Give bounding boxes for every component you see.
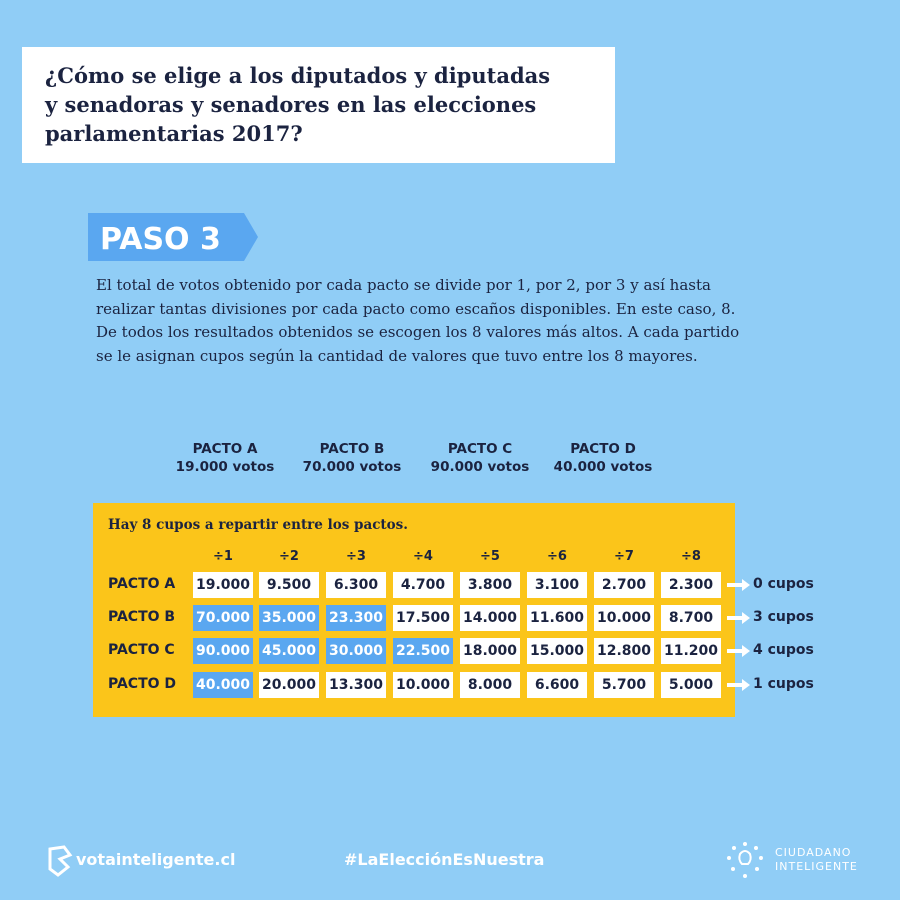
- title-line: ¿Cómo se elige a los diputados y diputad…: [45, 63, 551, 88]
- result-arrow: [727, 612, 750, 624]
- table-cell: 18.000: [460, 638, 520, 664]
- row-result: 1 cupos: [753, 676, 814, 692]
- title-line: y senadoras y senadores en las eleccione…: [45, 92, 537, 117]
- brand-logo: [727, 842, 763, 878]
- pact-name: PACTO B: [319, 441, 385, 457]
- step-tag-shape: [88, 213, 258, 261]
- step-text: El total de votos obtenido por cada pact…: [96, 274, 739, 368]
- table-cell: 11.200: [661, 638, 721, 664]
- table-cell: 8.700: [661, 605, 721, 631]
- result-arrow: [727, 679, 750, 691]
- column-header: ÷7: [614, 549, 634, 564]
- pact-votes: 40.000 votos: [553, 459, 653, 475]
- table-cell: 2.300: [661, 572, 721, 598]
- row-header: PACTO A: [108, 576, 176, 592]
- row-header: PACTO D: [108, 676, 177, 692]
- pact-name: PACTO A: [192, 441, 258, 457]
- table-cell: 11.600: [527, 605, 587, 631]
- table-cell: 2.700: [594, 572, 654, 598]
- title-line: parlamentarias 2017?: [45, 121, 303, 146]
- row-header: PACTO C: [108, 642, 175, 658]
- table-cell: 45.000: [259, 638, 319, 664]
- table-cell: 6.300: [326, 572, 386, 598]
- column-header: ÷5: [480, 549, 500, 564]
- table-cell: 19.000: [193, 572, 253, 598]
- table-caption: Hay 8 cupos a repartir entre los pactos.: [108, 517, 408, 533]
- table-cell: 8.000: [460, 672, 520, 698]
- table-cell: 15.000: [527, 638, 587, 664]
- step-tag: PASO 3: [88, 213, 258, 261]
- table-cell: 9.500: [259, 572, 319, 598]
- table-cell: 6.600: [527, 672, 587, 698]
- table-cell: 23.300: [326, 605, 386, 631]
- table-cell: 35.000: [259, 605, 319, 631]
- table-cell: 30.000: [326, 638, 386, 664]
- table-cell: 17.500: [393, 605, 453, 631]
- pact-name: PACTO D: [570, 441, 636, 457]
- table-cell: 13.300: [326, 672, 386, 698]
- table-cell: 10.000: [594, 605, 654, 631]
- hashtag: #LaElecciónEsNuestra: [344, 850, 545, 869]
- table-cell: 90.000: [193, 638, 253, 664]
- step-text-line: se le asignan cupos según la cantidad de…: [96, 346, 698, 365]
- column-header: ÷1: [213, 549, 233, 564]
- column-header: ÷8: [681, 549, 701, 564]
- pact-votes: 90.000 votos: [430, 459, 530, 475]
- table-cell: 20.000: [259, 672, 319, 698]
- step-label: PASO 3: [100, 222, 221, 257]
- row-header: PACTO B: [108, 609, 176, 625]
- table-cell: 10.000: [393, 672, 453, 698]
- column-header: ÷6: [547, 549, 567, 564]
- row-result: 0 cupos: [753, 576, 814, 592]
- result-arrow: [727, 579, 750, 591]
- column-header: ÷3: [346, 549, 366, 564]
- result-arrow: [727, 645, 750, 657]
- table-cell: 14.000: [460, 605, 520, 631]
- table-cell: 3.100: [527, 572, 587, 598]
- brand-name: INTELIGENTE: [775, 860, 858, 873]
- row-result: 4 cupos: [753, 642, 814, 658]
- table-cell: 12.800: [594, 638, 654, 664]
- table-cell: 5.700: [594, 672, 654, 698]
- table-cell: 40.000: [193, 672, 253, 698]
- row-result: 3 cupos: [753, 609, 814, 625]
- table-cell: 22.500: [393, 638, 453, 664]
- table-cell: 5.000: [661, 672, 721, 698]
- table-cell: 4.700: [393, 572, 453, 598]
- step-text-line: De todos los resultados obtenidos se esc…: [96, 323, 740, 341]
- title-box: ¿Cómo se elige a los diputados y diputad…: [22, 47, 615, 163]
- column-header: ÷2: [279, 549, 299, 564]
- pact-votes: 19.000 votos: [175, 459, 275, 475]
- step-text-line: realizar tantas divisiones por cada pact…: [96, 299, 736, 318]
- table-cell: 70.000: [193, 605, 253, 631]
- step-text-line: El total de votos obtenido por cada pact…: [96, 276, 711, 294]
- pact-votes: 70.000 votos: [302, 459, 402, 475]
- column-header: ÷4: [413, 549, 433, 564]
- site-logo: [48, 845, 73, 877]
- pact-name: PACTO C: [447, 441, 513, 457]
- table-cell: 3.800: [460, 572, 520, 598]
- brand-name: CIUDADANO: [775, 846, 852, 859]
- site-name: votainteligente.cl: [76, 850, 236, 869]
